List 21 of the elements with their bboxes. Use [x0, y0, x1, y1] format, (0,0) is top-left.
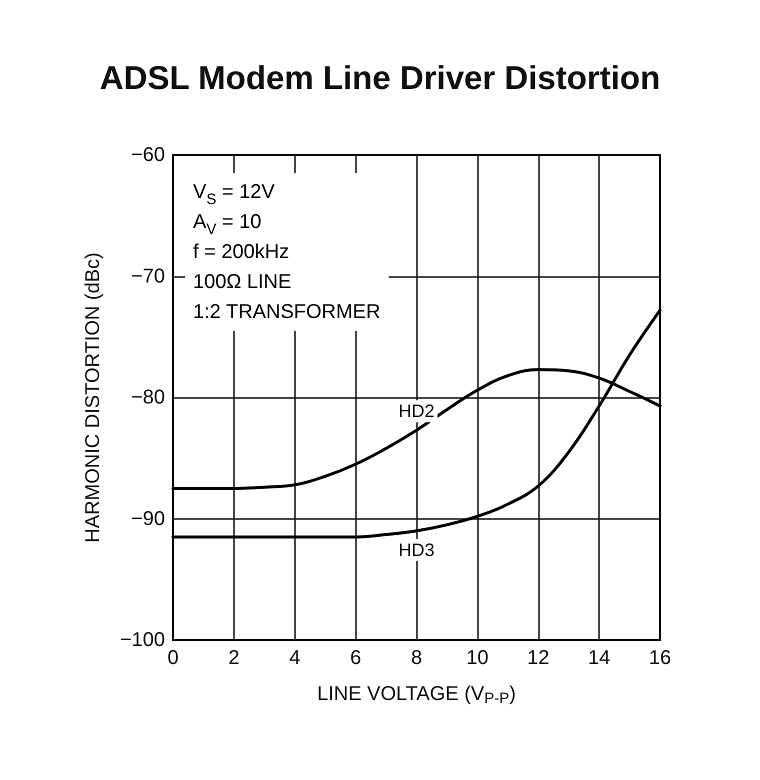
series-label: HD2	[398, 401, 435, 422]
y-tick-label: −80	[131, 386, 165, 408]
chart-title: ADSL Modem Line Driver Distortion	[100, 59, 660, 96]
annotation: 1:2 TRANSFORMER	[193, 301, 380, 323]
x-tick-label: 8	[410, 647, 422, 669]
x-tick-label: 14	[588, 647, 610, 669]
annotation: f = 200kHz	[193, 241, 290, 263]
x-tick-label: 6	[350, 647, 362, 669]
annotation: 100Ω LINE	[193, 271, 292, 293]
x-tick-label: 12	[527, 647, 550, 669]
y-tick-label: −70	[131, 265, 165, 288]
y-tick-label: −90	[131, 508, 165, 530]
x-tick-label: 4	[289, 647, 300, 669]
y-axis-title: HARMONIC DISTORTION (dBc)	[82, 252, 104, 543]
y-tick-label: −60	[131, 144, 165, 166]
y-tick-label: −100	[120, 629, 165, 651]
x-tick-label: 2	[228, 647, 240, 669]
series-label: HD3	[398, 540, 435, 560]
x-tick-label: 16	[648, 647, 672, 669]
x-tick-label: 10	[466, 647, 488, 669]
x-tick-label: 0	[167, 647, 179, 669]
